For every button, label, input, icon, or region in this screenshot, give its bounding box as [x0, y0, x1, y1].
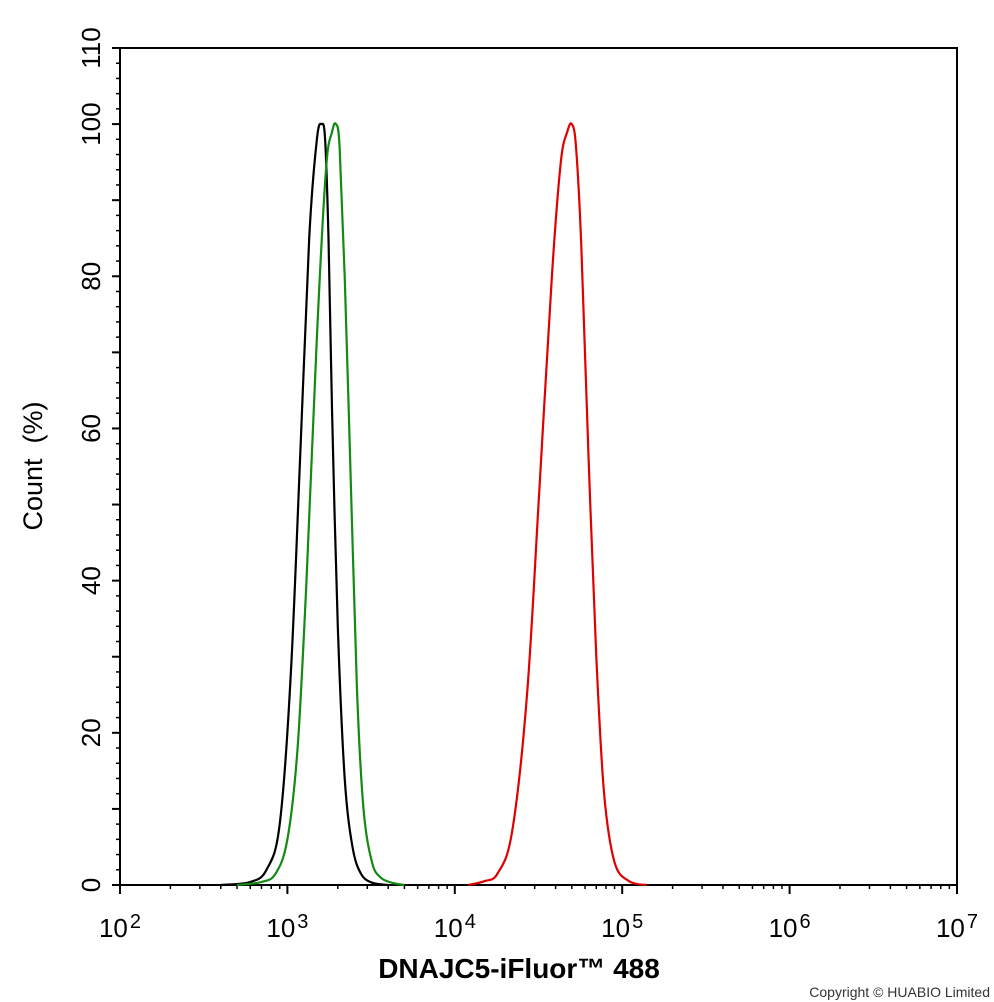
x-tick-label: 10 6 [769, 911, 811, 943]
plot-area-frame [119, 47, 958, 886]
y-tick-label: 60 [76, 414, 106, 443]
x-tick-exponent: 7 [967, 911, 978, 933]
x-axis-ticks: 10 2 10 3 10 4 10 5 10 6 10 7 [99, 885, 978, 943]
x-tick-base: 10 [601, 913, 630, 943]
x-tick-base: 10 [434, 913, 463, 943]
x-tick-label: 10 5 [601, 911, 643, 943]
x-tick-base: 10 [266, 913, 295, 943]
x-tick-label: 10 3 [266, 911, 308, 943]
series-layer [220, 122, 647, 887]
y-axis-title: Count (%) [18, 401, 48, 530]
copyright-notice: Copyright © HUABIO Limited [809, 984, 990, 1000]
x-tick-base: 10 [99, 913, 128, 943]
x-tick-base: 10 [769, 913, 798, 943]
x-tick-label: 10 7 [936, 911, 978, 943]
y-tick-label: 40 [76, 566, 106, 595]
x-tick-label: 10 2 [99, 911, 141, 943]
x-tick-exponent: 4 [465, 911, 476, 933]
x-tick-label: 10 4 [434, 911, 476, 943]
y-tick-label: 20 [76, 718, 106, 747]
series-line-1 [220, 122, 389, 887]
x-tick-exponent: 3 [297, 911, 308, 933]
y-tick-label: 80 [76, 262, 106, 291]
y-tick-label: 0 [76, 878, 106, 892]
x-axis-title: DNAJC5-iFluor™ 488 [378, 953, 660, 984]
x-tick-exponent: 6 [799, 911, 810, 933]
x-tick-exponent: 5 [632, 911, 643, 933]
series-line-2 [236, 122, 405, 887]
y-tick-label: 110 [76, 27, 106, 68]
x-tick-base: 10 [936, 913, 965, 943]
y-axis-ticks: 0 20 40 60 80 100 110 [76, 27, 120, 892]
series-line-3 [467, 122, 647, 887]
x-tick-exponent: 2 [130, 911, 141, 933]
y-tick-label: 100 [76, 102, 106, 145]
